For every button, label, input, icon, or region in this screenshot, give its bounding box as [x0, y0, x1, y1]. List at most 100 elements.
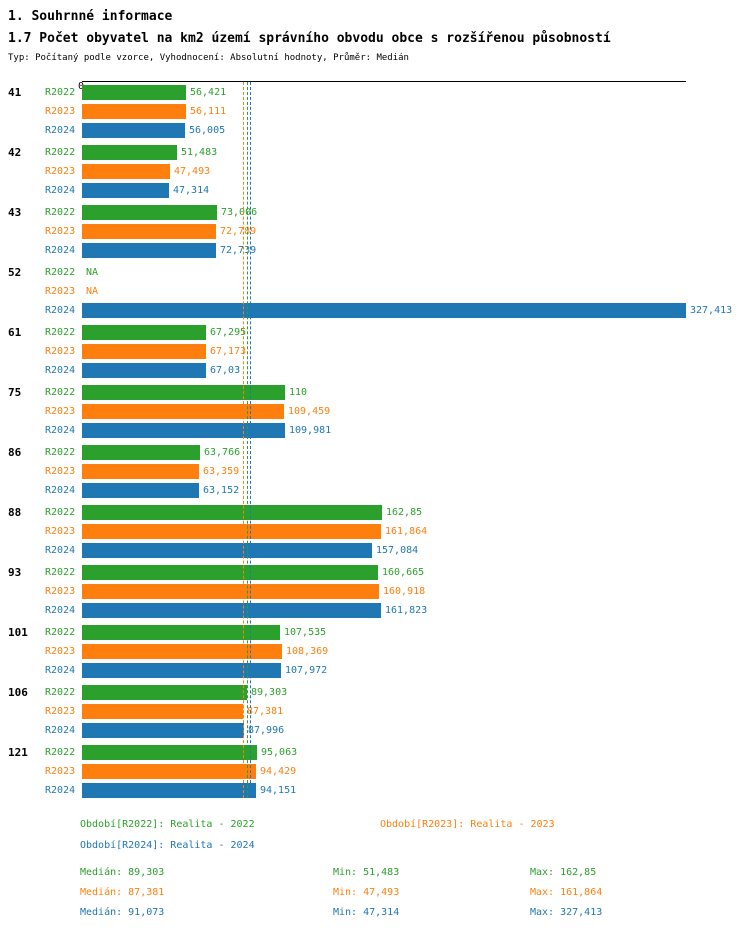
category-label: 93 [8, 566, 22, 579]
series-label-r2024: R2024 [45, 545, 76, 556]
category-label: 101 [8, 626, 28, 639]
bar-row: R2023 47,493 [0, 162, 750, 181]
category-label: 75 [8, 386, 22, 399]
bar-row: 121 R2022 95,063 [0, 743, 750, 762]
bar-row: 42 R2022 51,483 [0, 143, 750, 162]
value-label: 94,151 [260, 785, 297, 796]
series-label-r2022: R2022 [45, 567, 76, 578]
bar-r2024 [82, 783, 256, 798]
bar-row: 101 R2022 107,535 [0, 623, 750, 642]
max-stat: Max: 162,85 [530, 866, 597, 878]
category-label: 42 [8, 146, 22, 159]
bar-r2022 [82, 505, 382, 520]
bar-r2024 [82, 303, 686, 318]
value-label: 110 [289, 387, 308, 398]
bar-row: R2023 161,864 [0, 522, 750, 541]
value-label: 160,918 [383, 586, 426, 597]
report-header: 1. Souhrnné informace 1.7 Počet obyvatel… [0, 0, 750, 65]
legend-item-r2023: Období[R2023]: Realita - 2023 [380, 819, 555, 830]
bar-groups: 41 R2022 56,421 R2023 56,111 R2024 56,005 42 R20… [0, 81, 750, 800]
bar-row: R2024 72,739 [0, 241, 750, 260]
median-line-r2024 [250, 82, 251, 798]
category-label: 88 [8, 506, 22, 519]
bar-row: R2023 109,459 [0, 402, 750, 421]
section-title: 1. Souhrnné informace [8, 9, 173, 24]
bar-r2022 [82, 565, 378, 580]
bar-r2023 [82, 164, 170, 179]
value-label: NA [86, 286, 99, 297]
bar-r2024 [82, 543, 372, 558]
series-label-r2024: R2024 [45, 185, 76, 196]
bar-r2023 [82, 224, 216, 239]
x-axis-line [82, 81, 686, 82]
bar-row: 88 R2022 162,85 [0, 503, 750, 522]
value-label: 160,665 [382, 567, 425, 578]
bar-r2024 [82, 123, 185, 138]
indicator-title: 1.7 Počet obyvatel na km2 území správníh… [8, 31, 611, 46]
category-group-75: 75 R2022 110 R2023 109,459 R2024 109,981 [0, 383, 750, 440]
category-group-61: 61 R2022 67,295 R2023 67,173 R2024 67,03 [0, 323, 750, 380]
series-label-r2024: R2024 [45, 425, 76, 436]
bar-r2022 [82, 385, 285, 400]
series-label-r2022: R2022 [45, 447, 76, 458]
stats: Medián: 89,303 Min: 51,483 Max: 162,85 M… [80, 862, 750, 922]
value-label: 157,084 [376, 545, 419, 556]
category-label: 61 [8, 326, 22, 339]
value-label: 95,063 [261, 747, 298, 758]
series-label-r2022: R2022 [45, 507, 76, 518]
bar-chart: 0 41 R2022 56,421 R2023 56,111 R2024 56,005 42 R… [0, 81, 750, 800]
chart-meta: Typ: Počítaný podle vzorce, Vyhodnocení:… [8, 53, 409, 63]
bar-r2023 [82, 104, 186, 119]
series-label-r2023: R2023 [45, 766, 76, 777]
value-label: 109,981 [289, 425, 332, 436]
legend-row: Období[R2022]: Realita - 2022 Období[R20… [80, 814, 750, 835]
bar-r2022 [82, 685, 247, 700]
series-label-r2023: R2023 [45, 586, 76, 597]
category-label: 121 [8, 746, 28, 759]
axis-zero-label: 0 [78, 81, 84, 93]
chart-footer: Období[R2022]: Realita - 2022 Období[R20… [0, 814, 750, 922]
stats-row-r2024: Medián: 91,073 Min: 47,314 Max: 327,413 [80, 902, 750, 922]
max-stat: Max: 327,413 [530, 906, 603, 918]
bar-r2022 [82, 325, 206, 340]
bar-r2024 [82, 483, 199, 498]
bar-r2022 [82, 145, 177, 160]
series-label-r2023: R2023 [45, 226, 76, 237]
value-label: 327,413 [690, 305, 733, 316]
bar-r2023 [82, 404, 284, 419]
bar-row: 61 R2022 67,295 [0, 323, 750, 342]
bar-r2022 [82, 625, 280, 640]
series-label-r2024: R2024 [45, 245, 76, 256]
bar-row: 106 R2022 89,303 [0, 683, 750, 702]
bar-r2022 [82, 445, 200, 460]
bar-row: R2023 67,173 [0, 342, 750, 361]
legend-item-r2024: Období[R2024]: Realita - 2024 [80, 840, 255, 851]
bar-row: R2024 327,413 [0, 301, 750, 320]
series-label-r2024: R2024 [45, 305, 76, 316]
value-label: 56,005 [189, 125, 226, 136]
bar-r2023 [82, 704, 243, 719]
value-label: 67,173 [210, 346, 247, 357]
value-label: 109,459 [288, 406, 331, 417]
series-label-r2024: R2024 [45, 125, 76, 136]
median-stat: Medián: 89,303 [80, 866, 165, 878]
bar-r2024 [82, 243, 216, 258]
series-label-r2022: R2022 [45, 207, 76, 218]
value-label: 161,864 [385, 526, 428, 537]
bar-row: R2024 67,03 [0, 361, 750, 380]
value-label: 47,493 [174, 166, 211, 177]
series-label-r2024: R2024 [45, 785, 76, 796]
bar-row: R2023 72,789 [0, 222, 750, 241]
category-group-106: 106 R2022 89,303 R2023 87,381 R2024 87,996 [0, 683, 750, 740]
bar-row: 86 R2022 63,766 [0, 443, 750, 462]
bar-row: R2023 160,918 [0, 582, 750, 601]
median-stat: Medián: 91,073 [80, 906, 165, 918]
value-label: 67,295 [210, 327, 247, 338]
value-label: 87,996 [248, 725, 285, 736]
median-line-r2023 [243, 82, 245, 798]
value-label: 47,314 [173, 185, 210, 196]
value-label: 63,152 [203, 485, 240, 496]
bar-row: R2023 56,111 [0, 102, 750, 121]
bar-row: R2024 87,996 [0, 721, 750, 740]
